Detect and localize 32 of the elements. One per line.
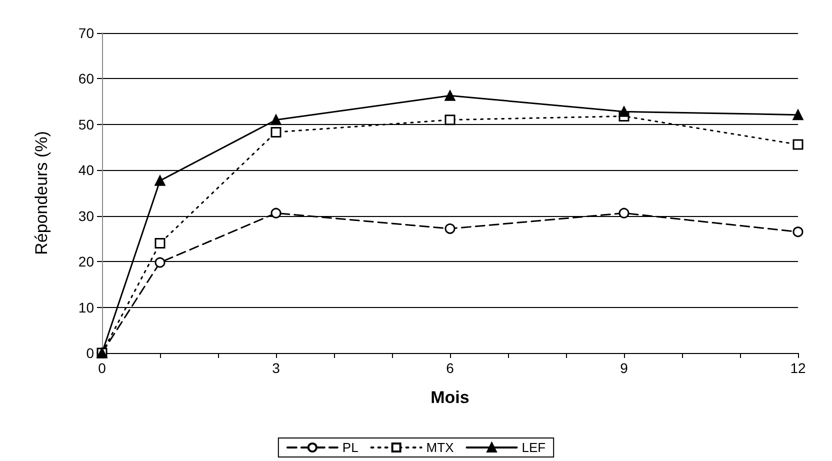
point: [154, 175, 166, 186]
y-tick-label: 60: [78, 70, 94, 87]
legend-label: MTX: [426, 440, 454, 455]
legend-label: LEF: [522, 440, 546, 455]
point: [444, 114, 456, 126]
y-tick-label: 30: [78, 208, 94, 224]
x-tick-label: 0: [98, 360, 106, 376]
point: [792, 226, 804, 238]
x-tick-label: 12: [790, 360, 806, 376]
point: [270, 126, 282, 138]
y-tick-label: 50: [78, 116, 94, 132]
y-tick-label: 40: [78, 162, 94, 178]
x-axis-title: Mois: [430, 388, 470, 407]
x-tick-label: 9: [620, 360, 628, 376]
point: [154, 238, 166, 249]
point: [792, 110, 804, 120]
y-tick-label: 70: [78, 25, 94, 41]
legend-label: PL: [342, 440, 358, 455]
point: [618, 106, 630, 117]
point: [618, 208, 630, 218]
x-tick-label: 6: [446, 360, 454, 376]
point: [792, 139, 804, 150]
y-tick-label: 20: [78, 254, 94, 270]
y-tick-label: 0: [86, 345, 94, 361]
x-tick-label: 3: [272, 360, 280, 376]
point: [270, 114, 282, 126]
y-axis-title: Répondeurs (%): [32, 131, 51, 255]
y-tick-label: 10: [78, 299, 94, 316]
point: [154, 257, 166, 268]
point: [270, 208, 282, 218]
point: [444, 223, 456, 234]
point: [444, 90, 456, 101]
